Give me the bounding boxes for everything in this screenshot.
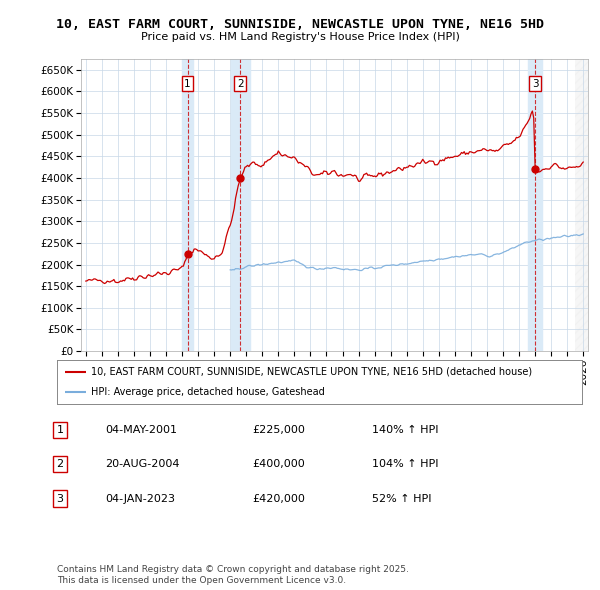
Text: 10, EAST FARM COURT, SUNNISIDE, NEWCASTLE UPON TYNE, NE16 5HD: 10, EAST FARM COURT, SUNNISIDE, NEWCASTL… — [56, 18, 544, 31]
Text: 140% ↑ HPI: 140% ↑ HPI — [372, 425, 439, 435]
Text: 1: 1 — [56, 425, 64, 435]
Text: £225,000: £225,000 — [252, 425, 305, 435]
Text: 2: 2 — [56, 460, 64, 469]
Text: £420,000: £420,000 — [252, 494, 305, 503]
Bar — [528, 59, 542, 351]
Text: 2: 2 — [237, 79, 244, 89]
Text: HPI: Average price, detached house, Gateshead: HPI: Average price, detached house, Gate… — [91, 387, 325, 397]
Text: Contains HM Land Registry data © Crown copyright and database right 2025.
This d: Contains HM Land Registry data © Crown c… — [57, 565, 409, 585]
Text: 04-JAN-2023: 04-JAN-2023 — [105, 494, 175, 503]
Bar — [182, 59, 193, 351]
Text: 10, EAST FARM COURT, SUNNISIDE, NEWCASTLE UPON TYNE, NE16 5HD (detached house): 10, EAST FARM COURT, SUNNISIDE, NEWCASTL… — [91, 367, 532, 377]
Text: £400,000: £400,000 — [252, 460, 305, 469]
Bar — [575, 59, 588, 351]
Text: 104% ↑ HPI: 104% ↑ HPI — [372, 460, 439, 469]
Text: 3: 3 — [56, 494, 64, 503]
Bar — [575, 59, 588, 351]
Text: 04-MAY-2001: 04-MAY-2001 — [105, 425, 177, 435]
Bar — [230, 59, 250, 351]
Text: 1: 1 — [184, 79, 191, 89]
Text: 52% ↑ HPI: 52% ↑ HPI — [372, 494, 431, 503]
Text: 20-AUG-2004: 20-AUG-2004 — [105, 460, 179, 469]
Text: Price paid vs. HM Land Registry's House Price Index (HPI): Price paid vs. HM Land Registry's House … — [140, 32, 460, 42]
Text: 3: 3 — [532, 79, 539, 89]
